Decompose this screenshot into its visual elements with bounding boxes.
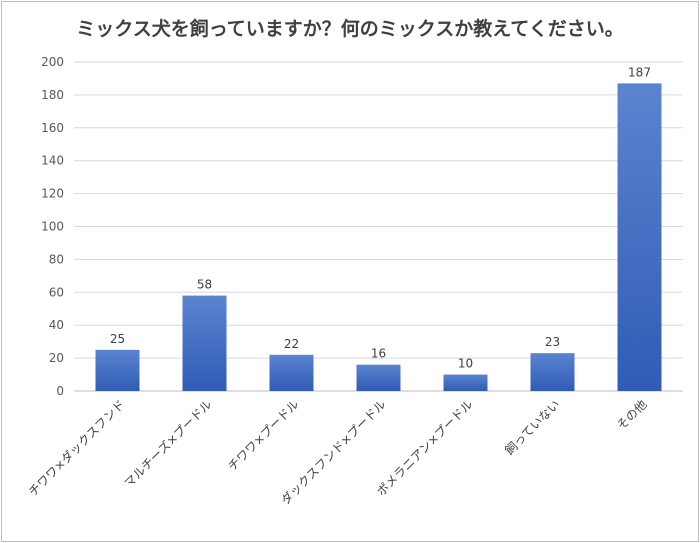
y-tick-label: 100 <box>41 220 64 234</box>
y-tick-label: 60 <box>49 285 64 299</box>
x-category-label: チワワ×プードル <box>225 397 301 473</box>
y-tick-label: 120 <box>41 187 64 201</box>
bar <box>356 364 401 391</box>
y-tick-label: 20 <box>49 351 64 365</box>
y-tick-label: 0 <box>56 384 64 398</box>
chart-title: ミックス犬を飼っていますか？何のミックスか教えてください。 <box>76 18 624 40</box>
y-axis-ticks: 0 20 40 60 80 100 120 140 160 180 200 <box>41 55 64 398</box>
x-category-label: ポメラニアン×プードル <box>374 397 476 499</box>
bar <box>617 83 662 391</box>
gridlines <box>74 61 683 392</box>
y-tick-label: 180 <box>41 88 64 102</box>
bar <box>95 349 140 391</box>
data-labels: 25 58 22 16 10 23 187 <box>110 65 651 370</box>
x-category-label: チワワ×ダックスフンド <box>25 397 127 499</box>
data-label: 10 <box>458 357 473 371</box>
data-label: 22 <box>284 337 299 351</box>
data-label: 16 <box>371 347 386 361</box>
bar <box>443 374 488 391</box>
x-category-label: 飼っていない <box>502 397 563 458</box>
y-tick-label: 160 <box>41 121 64 135</box>
y-tick-label: 40 <box>49 318 64 332</box>
x-category-label: マルチーズ×プードル <box>121 397 215 491</box>
data-label: 23 <box>545 335 560 349</box>
data-label: 58 <box>197 278 212 292</box>
bars <box>95 83 662 391</box>
bar <box>182 295 227 391</box>
bar <box>269 354 314 391</box>
bar <box>530 353 575 391</box>
y-tick-label: 80 <box>49 252 64 266</box>
data-label: 25 <box>110 332 125 346</box>
y-tick-label: 140 <box>41 154 64 168</box>
data-label: 187 <box>628 65 651 79</box>
x-category-label: その他 <box>614 397 649 432</box>
y-tick-label: 200 <box>41 55 64 69</box>
